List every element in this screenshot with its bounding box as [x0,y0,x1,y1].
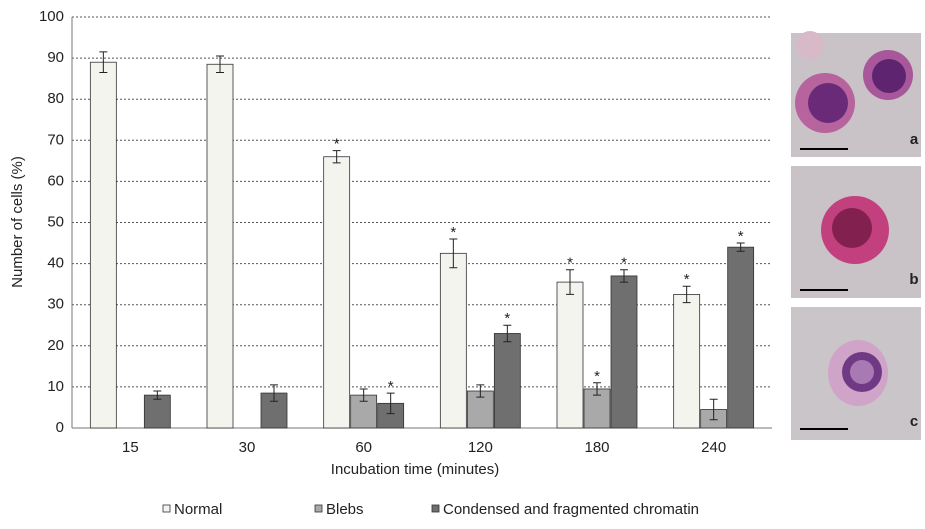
panel-label: a [910,131,919,148]
bar [439,252,467,429]
error-bar [216,55,224,73]
y-tick-label: 20 [47,337,64,354]
micrograph-b [791,166,921,298]
x-tick-label: 240 [701,439,726,456]
error-bar [503,324,512,343]
y-tick-label: 0 [56,419,64,436]
error-bar [476,384,485,398]
legend-label: Condensed and fragmented chromatin [443,501,699,518]
error-bar [566,269,574,295]
bar [206,63,234,429]
error-bar [449,238,458,269]
x-tick-label: 60 [355,439,372,456]
x-tick-label: 15 [122,439,139,456]
significance-marker: * [334,136,340,153]
y-tick-label: 100 [39,8,64,25]
error-bar [682,285,691,304]
significance-marker: * [684,271,690,288]
y-axis-label: Number of cells (%) [9,156,26,288]
legend-label: Blebs [326,501,364,518]
y-tick-label: 80 [47,90,64,107]
y-tick-label: 30 [47,296,64,313]
error-bar [709,398,718,421]
y-tick-label: 50 [47,213,64,230]
bar [89,61,117,429]
bar [143,394,171,429]
x-tick-label: 180 [584,439,609,456]
y-tick-label: 40 [47,255,64,272]
y-tick-label: 10 [47,378,64,395]
error-bar [153,390,162,400]
significance-marker: * [594,368,600,385]
y-tick-label: 90 [47,49,64,66]
significance-marker: * [388,378,394,395]
micrograph-a [791,31,921,157]
panel-label: c [910,413,918,430]
error-bar [386,392,395,415]
significance-marker: * [621,255,627,272]
error-bar [620,269,628,283]
bar [556,281,584,429]
error-bar [332,150,341,164]
bar [323,156,351,429]
x-tick-label: 30 [239,439,256,456]
significance-marker: * [450,224,456,241]
micrograph-c [791,307,921,440]
significance-marker: * [504,310,510,327]
bar [673,294,701,429]
error-bar [736,242,745,252]
error-bar [593,382,601,396]
panel-label: b [909,271,918,288]
y-tick-label: 60 [47,172,64,189]
legend-label: Normal [174,501,222,518]
legend-swatch [162,504,171,513]
y-tick-label: 70 [47,131,64,148]
bar [727,246,755,429]
x-axis-label: Incubation time (minutes) [331,461,499,478]
significance-marker: * [738,228,744,245]
error-bar [359,388,368,402]
error-bar [270,384,278,402]
legend-swatch [431,504,440,513]
x-tick-label: 120 [468,439,493,456]
error-bar [99,51,108,73]
bar [610,275,638,429]
legend-swatch [314,504,323,513]
bar [493,333,521,429]
significance-marker: * [567,255,573,272]
